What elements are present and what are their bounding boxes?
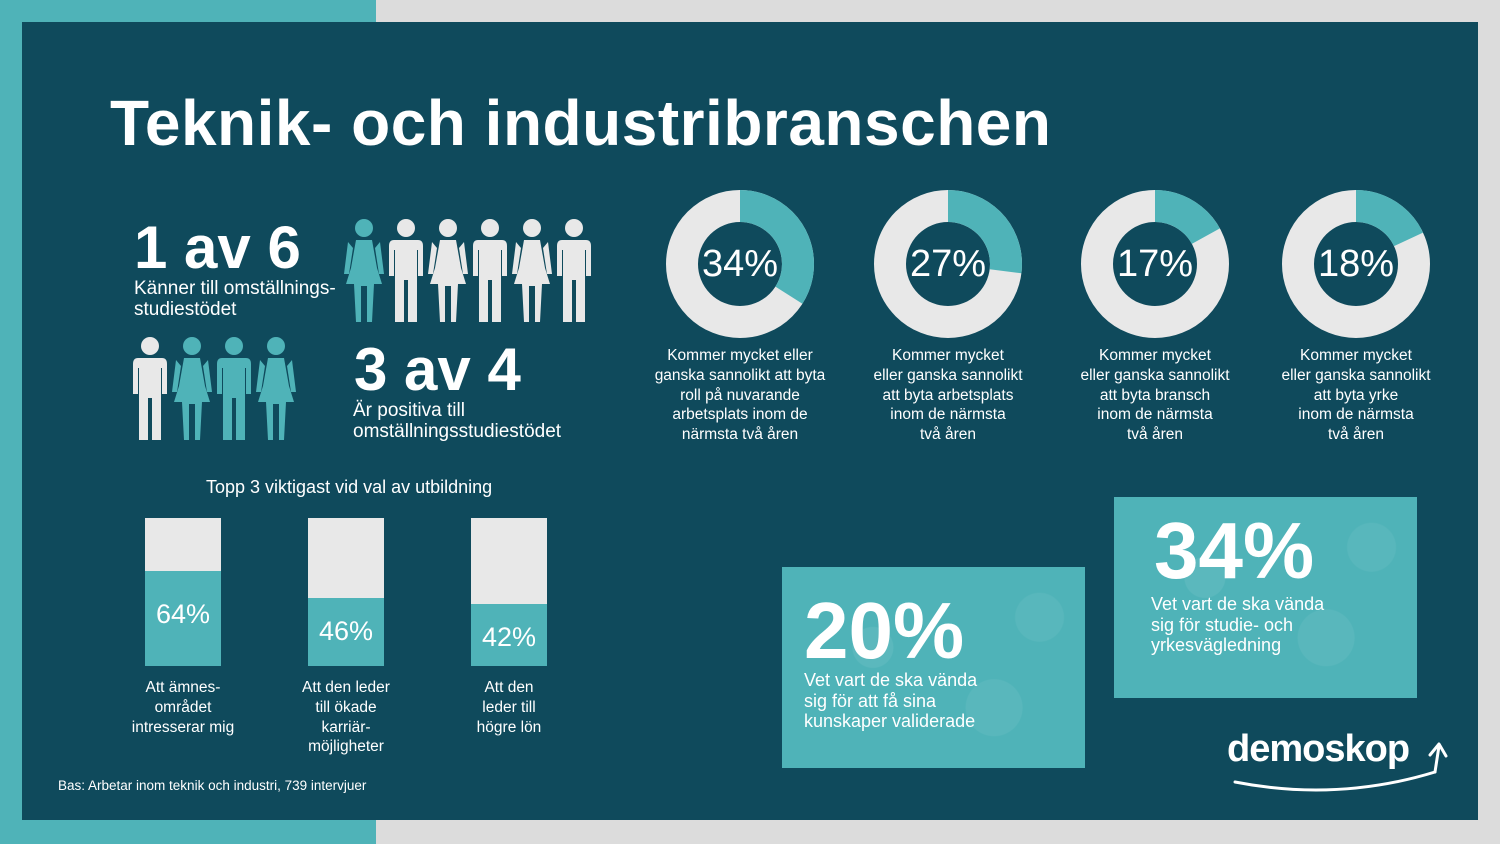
- bar-percent-label: 64%: [155, 598, 211, 629]
- donut-percent-label: 17%: [1116, 242, 1194, 285]
- arrow-up-icon: [1233, 742, 1448, 792]
- card-validation-value: 20%: [804, 586, 965, 675]
- person-icon: [557, 219, 591, 322]
- page-title: Teknik- och industribranschen: [110, 87, 1052, 159]
- donut-caption: Kommer mycket eller ganska sannolikt att…: [654, 347, 826, 444]
- donut-caption: Kommer mycket eller ganska sannolikt att…: [1281, 347, 1431, 444]
- donut-slice: [1081, 190, 1229, 338]
- logo-text: demoskop: [1227, 728, 1410, 770]
- stat1-value: 1 av 6: [134, 214, 301, 281]
- card-guidance-text: Vet vart de ska vända sig för studie- oc…: [1151, 594, 1325, 655]
- person-icon: [389, 219, 423, 322]
- bar-track: 46%: [308, 518, 384, 666]
- donut-percent-label: 18%: [1317, 242, 1395, 285]
- stat1-caption-line1: Känner till omställnings-: [134, 278, 336, 299]
- bar-percent-label: 42%: [481, 622, 537, 652]
- infographic-panel: Teknik- och industribranschen 1 av 6 Kän…: [22, 22, 1478, 820]
- person-icon: [512, 219, 552, 322]
- person-icon: [344, 219, 384, 322]
- stat2-value: 3 av 4: [354, 336, 521, 403]
- bar-caption: Att den leder till högre lön: [476, 679, 542, 736]
- bar-fill: [471, 604, 547, 666]
- donut-percent-label: 27%: [909, 242, 987, 285]
- donut-caption: Kommer mycket eller ganska sannolikt att…: [1080, 347, 1230, 444]
- bar-fill: [308, 598, 384, 666]
- donut-slice: [874, 190, 1022, 338]
- bar-track: 42%: [471, 518, 547, 666]
- donut-percent-label: 34%: [701, 242, 779, 285]
- card-validation: 20% Vet vart de ska vända sig för att få…: [782, 567, 1085, 768]
- bar-fill: [145, 571, 221, 666]
- stat1-people-figures: [344, 218, 594, 322]
- stat2-people-figures: [130, 336, 296, 440]
- card-guidance-value: 34%: [1154, 506, 1315, 595]
- stat2-caption-line1: Är positiva till: [353, 400, 465, 421]
- bar-caption: Att ämnes- området intresserar mig: [131, 679, 235, 736]
- stat2-caption: Är positiva till omställningsstudiestöde…: [353, 400, 561, 442]
- person-icon: [172, 337, 212, 440]
- donut-chart: 27%: [868, 184, 1028, 344]
- card-guidance: 34% Vet vart de ska vända sig för studie…: [1114, 497, 1417, 698]
- card-validation-text: Vet vart de ska vända sig för att få sin…: [804, 670, 978, 731]
- donut-caption: Kommer mycket eller ganska sannolikt att…: [873, 347, 1023, 444]
- stat1-caption-line2: studiestödet: [134, 299, 237, 320]
- stat1-caption: Känner till omställnings- studiestödet: [134, 278, 336, 320]
- bar-track: 64%: [145, 518, 221, 666]
- person-icon: [133, 337, 167, 440]
- bars-title: Topp 3 viktigast vid val av utbildning: [206, 477, 493, 497]
- person-icon: [256, 337, 296, 440]
- donut-slice: [1282, 190, 1430, 338]
- bar-percent-label: 46%: [318, 616, 374, 646]
- stat2-caption-line2: omställningsstudiestödet: [353, 421, 562, 442]
- footer-base-note: Bas: Arbetar inom teknik och industri, 7…: [58, 778, 367, 793]
- demoskop-logo: demoskop: [1227, 728, 1457, 798]
- donut-chart: 34%: [660, 184, 820, 344]
- donut-chart: 18%: [1276, 184, 1436, 344]
- person-icon: [473, 219, 507, 322]
- bar-caption: Att den leder till ökade karriär- möjlig…: [302, 679, 390, 756]
- donut-slice: [666, 190, 814, 338]
- person-icon: [428, 219, 468, 322]
- donut-chart: 17%: [1075, 184, 1235, 344]
- person-icon: [217, 337, 251, 440]
